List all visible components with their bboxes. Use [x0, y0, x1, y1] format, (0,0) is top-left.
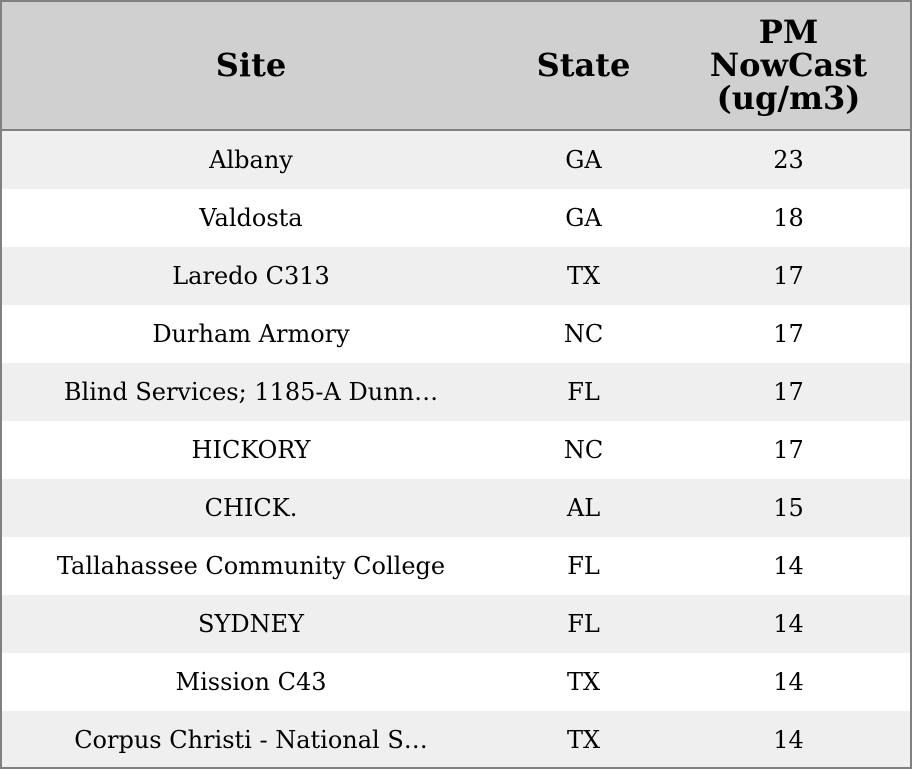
- header-text: PM NowCast (ug/m3): [709, 13, 868, 117]
- site-cell: Blind Services; 1185-A Dunn…: [2, 363, 500, 421]
- state-cell: TX: [500, 711, 667, 767]
- value-cell: 14: [667, 711, 910, 767]
- state-cell: FL: [500, 595, 667, 653]
- site-cell: Corpus Christi - National S…: [2, 711, 500, 767]
- table-row: CHICK. AL 15: [2, 479, 910, 537]
- column-header: Site: [2, 2, 500, 131]
- header-text: State: [536, 46, 631, 84]
- state-cell: TX: [500, 247, 667, 305]
- table-row: Corpus Christi - National S… TX 14: [2, 711, 910, 767]
- site-cell: Valdosta: [2, 189, 500, 247]
- state-cell: TX: [500, 653, 667, 711]
- state-cell: GA: [500, 189, 667, 247]
- table-row: Laredo C313 TX 17: [2, 247, 910, 305]
- site-cell: Laredo C313: [2, 247, 500, 305]
- value-cell: 23: [667, 130, 910, 189]
- table-row: Durham Armory NC 17: [2, 305, 910, 363]
- value-cell: 17: [667, 247, 910, 305]
- table-row: Mission C43 TX 14: [2, 653, 910, 711]
- state-cell: NC: [500, 421, 667, 479]
- value-cell: 17: [667, 305, 910, 363]
- site-cell: Mission C43: [2, 653, 500, 711]
- table-row: SYDNEY FL 14: [2, 595, 910, 653]
- site-cell: Albany: [2, 130, 500, 189]
- table-row: Tallahassee Community College FL 14: [2, 537, 910, 595]
- value-cell: 17: [667, 421, 910, 479]
- column-header: State: [500, 2, 667, 131]
- value-cell: 18: [667, 189, 910, 247]
- value-cell: 17: [667, 363, 910, 421]
- site-cell: Durham Armory: [2, 305, 500, 363]
- header-text: Site: [215, 46, 287, 84]
- value-cell: 14: [667, 653, 910, 711]
- table-row: HICKORY NC 17: [2, 421, 910, 479]
- table-row: Valdosta GA 18: [2, 189, 910, 247]
- value-cell: 14: [667, 537, 910, 595]
- table-row: Blind Services; 1185-A Dunn… FL 17: [2, 363, 910, 421]
- value-cell: 15: [667, 479, 910, 537]
- site-cell: HICKORY: [2, 421, 500, 479]
- state-cell: FL: [500, 363, 667, 421]
- value-cell: 14: [667, 595, 910, 653]
- site-cell: Tallahassee Community College: [2, 537, 500, 595]
- site-cell: CHICK.: [2, 479, 500, 537]
- site-cell: SYDNEY: [2, 595, 500, 653]
- table-row: Albany GA 23: [2, 130, 910, 189]
- state-cell: GA: [500, 130, 667, 189]
- state-cell: NC: [500, 305, 667, 363]
- column-header: PM NowCast (ug/m3): [667, 2, 910, 131]
- state-cell: AL: [500, 479, 667, 537]
- state-cell: FL: [500, 537, 667, 595]
- header-row: Site State PM NowCast (ug/m3): [2, 2, 910, 131]
- table-body: Albany GA 23 Valdosta GA 18 Laredo C313 TX 17 Dur…: [2, 130, 910, 767]
